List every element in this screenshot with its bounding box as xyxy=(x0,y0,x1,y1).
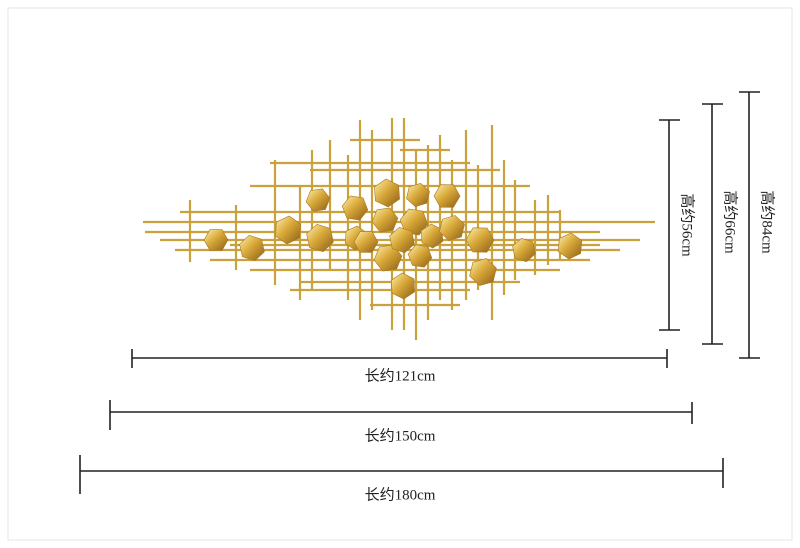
height-dimensions: 高约56cm 高约66cm 高约84cm xyxy=(659,91,776,359)
gold-hexagon xyxy=(373,244,403,272)
gold-hexagon xyxy=(341,195,369,221)
gold-hexagon xyxy=(557,232,583,260)
gold-hexagon xyxy=(353,231,379,253)
sculpture xyxy=(143,118,655,340)
height-label: 高约56cm xyxy=(679,193,696,257)
gold-hexagon xyxy=(203,229,229,251)
gold-hexagon xyxy=(406,182,430,208)
gold-hexagon xyxy=(465,227,495,253)
gold-hexagon xyxy=(469,258,497,286)
gold-hexagon xyxy=(512,237,536,263)
frame xyxy=(7,7,793,541)
gold-hexagon xyxy=(371,207,399,233)
gold-hexagon xyxy=(439,215,465,241)
width-label: 长约121cm xyxy=(365,367,436,384)
gold-hexagon xyxy=(305,188,331,212)
gold-hexagon xyxy=(433,184,461,208)
width-label: 长约150cm xyxy=(365,427,436,444)
gold-hexagon xyxy=(239,234,265,262)
gold-hexagon xyxy=(407,244,433,268)
height-label: 高约84cm xyxy=(759,190,776,254)
gold-hexagon xyxy=(420,223,444,249)
height-label: 高约66cm xyxy=(722,190,739,254)
gold-hexagon xyxy=(391,272,415,300)
gold-hexagon xyxy=(275,215,301,245)
width-dimensions: 长约121cm 长约150cm 长约180cm xyxy=(79,349,724,503)
gold-hexagon xyxy=(374,178,400,208)
gold-hexagon xyxy=(306,223,334,253)
width-label: 长约180cm xyxy=(365,486,436,503)
gold-hexagon xyxy=(389,226,415,254)
